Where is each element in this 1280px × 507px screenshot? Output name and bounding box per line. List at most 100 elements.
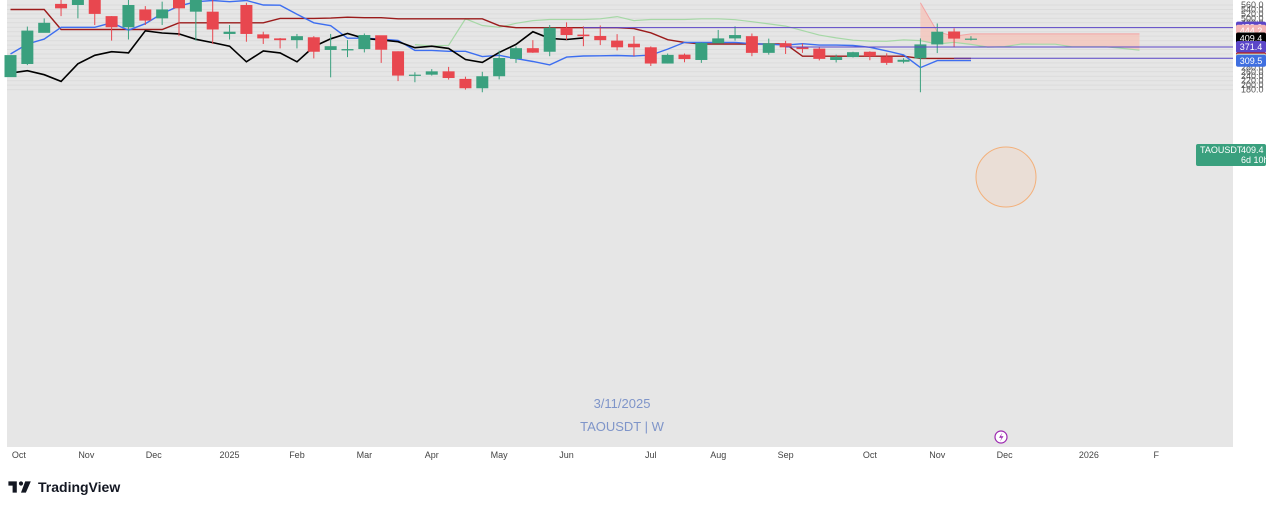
candle[interactable] (880, 53, 893, 65)
candle-body (38, 22, 51, 33)
candle[interactable] (762, 38, 775, 55)
y-tick-label: 260.0 (1241, 67, 1264, 77)
x-tick-label: Apr (425, 450, 439, 460)
candle[interactable] (139, 6, 152, 26)
candle[interactable] (863, 51, 876, 61)
watermark-date: 3/11/2025 (594, 396, 651, 411)
candle[interactable] (611, 34, 624, 51)
candle[interactable] (290, 33, 303, 49)
candle-body (863, 51, 876, 57)
candle[interactable] (830, 54, 843, 63)
candle-body (729, 35, 742, 39)
candle-body (358, 35, 371, 50)
candle[interactable] (358, 33, 371, 53)
candle-body (577, 34, 590, 37)
candle[interactable] (712, 29, 725, 44)
candle[interactable] (964, 36, 977, 41)
candle-body (324, 46, 337, 50)
candle[interactable] (847, 51, 859, 58)
candle-body (745, 36, 758, 53)
candle-body (796, 46, 809, 50)
candle[interactable] (122, 0, 135, 40)
candle[interactable] (408, 72, 421, 83)
candle[interactable] (813, 47, 826, 61)
candle[interactable] (206, 0, 219, 44)
candle[interactable] (375, 35, 388, 63)
candle[interactable] (476, 71, 489, 93)
candle[interactable] (105, 16, 118, 41)
candle-body (712, 38, 725, 44)
candle-body (55, 3, 68, 9)
symbol-tag-bg (1196, 144, 1266, 166)
candle[interactable] (425, 69, 438, 76)
candle[interactable] (729, 26, 742, 41)
candle-body (425, 71, 438, 75)
candle[interactable] (560, 22, 573, 40)
candle[interactable] (38, 18, 51, 33)
conversion-line (10, 0, 971, 69)
candle[interactable] (442, 66, 455, 80)
x-tick-label: Aug (710, 450, 726, 460)
price-axis[interactable] (1233, 0, 1280, 447)
price-tag-371.4[interactable]: 371.4 (1236, 40, 1266, 53)
x-tick-label: Oct (863, 450, 878, 460)
candle[interactable] (341, 40, 354, 58)
candle[interactable] (745, 33, 758, 57)
candle-body (880, 56, 893, 63)
plot-area[interactable] (7, 0, 1233, 447)
candle[interactable] (392, 51, 405, 82)
candle[interactable] (577, 26, 590, 47)
candle-body (779, 43, 792, 48)
candle[interactable] (21, 26, 34, 66)
candle[interactable] (678, 53, 691, 63)
candle[interactable] (661, 53, 674, 64)
candle[interactable] (324, 33, 337, 78)
candle[interactable] (543, 25, 556, 57)
x-tick-label: 2025 (220, 450, 240, 460)
candle[interactable] (510, 46, 522, 63)
price-chart[interactable]: 3/11/2025 TAOUSDT | W 180.0200.0220.0240… (0, 0, 1280, 470)
candle[interactable] (796, 43, 809, 53)
candle[interactable] (156, 1, 169, 26)
candle[interactable] (931, 23, 944, 54)
candle-body (240, 5, 253, 34)
symbol-tag-name: TAOUSDT (1200, 145, 1243, 155)
candle[interactable] (897, 58, 910, 64)
brand[interactable]: TradingView (8, 477, 120, 497)
candle[interactable] (948, 28, 961, 48)
candle[interactable] (189, 0, 202, 41)
candle-body (257, 34, 270, 39)
candle[interactable] (4, 55, 17, 78)
y-tick-label: 200.0 (1241, 80, 1264, 90)
candle[interactable] (695, 42, 708, 63)
candle[interactable] (71, 0, 84, 19)
candle[interactable] (459, 76, 472, 90)
candle[interactable] (257, 31, 270, 44)
candle-body (274, 38, 287, 41)
candle-body (661, 54, 674, 64)
candle-body (897, 59, 910, 62)
candle[interactable] (55, 0, 68, 17)
candle[interactable] (526, 40, 539, 53)
candle[interactable] (274, 37, 287, 49)
candle-body (543, 27, 556, 52)
candle[interactable] (88, 0, 101, 26)
candle[interactable] (240, 2, 253, 42)
price-tag-309.5[interactable]: 309.5 (1236, 54, 1266, 67)
alert-icon[interactable] (994, 430, 1008, 444)
price-tag-text: 444.2 (1240, 26, 1263, 36)
candle-body (21, 30, 34, 64)
candle[interactable] (223, 25, 236, 40)
candle[interactable] (594, 25, 607, 46)
candle[interactable] (627, 36, 640, 57)
candle-body (493, 57, 506, 77)
x-tick-label: Oct (12, 450, 27, 460)
span-a-line (414, 15, 1140, 51)
candle[interactable] (307, 36, 320, 59)
time-axis[interactable] (7, 447, 1233, 465)
candle[interactable] (173, 0, 185, 37)
candle[interactable] (493, 50, 506, 80)
candle[interactable] (644, 46, 657, 66)
base-line (10, 8, 971, 60)
